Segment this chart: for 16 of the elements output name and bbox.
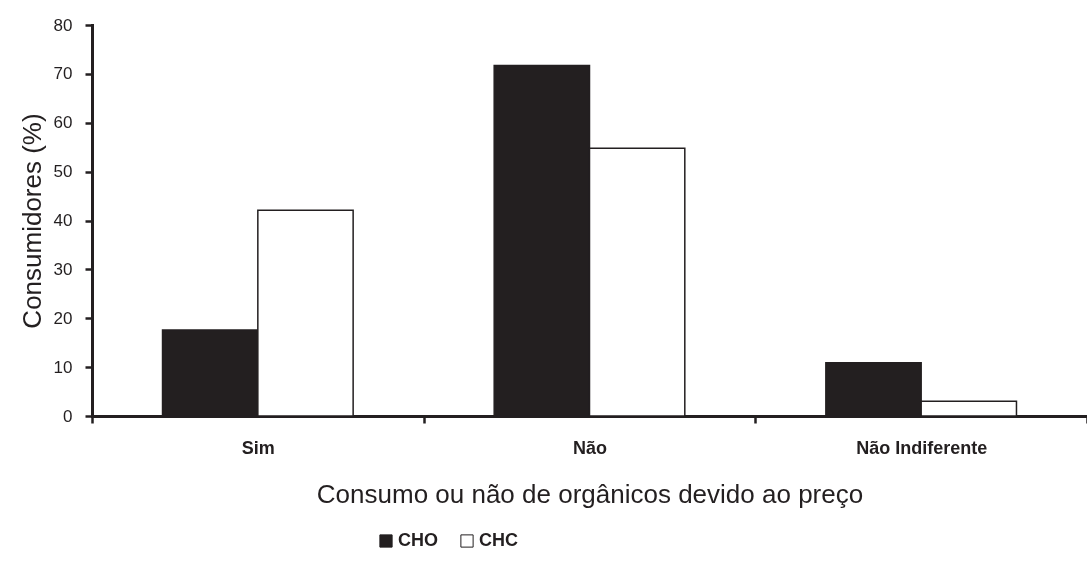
y-tick-label: 50 [53,162,73,182]
y-tick-label: 30 [53,259,73,279]
legend-label: CHO [398,530,438,550]
legend-label: CHC [479,530,518,550]
x-tick-label: Não [572,437,608,458]
y-tick-label: 80 [53,15,73,35]
y-tick-label: 0 [63,406,73,426]
y-axis-title: Consumidores (%) [16,113,47,329]
x-axis-title: Consumo ou não de orgânicos devido ao preço [316,478,864,509]
y-tick-label: 70 [53,64,73,84]
y-tick-label: 60 [53,113,73,133]
y-tick-label: 40 [53,211,73,230]
y-tick-label: 10 [53,357,73,377]
x-tick-label: Sim [241,437,275,458]
x-tick-label: Não Indiferente [856,437,988,458]
y-tick-label: 20 [53,308,73,328]
